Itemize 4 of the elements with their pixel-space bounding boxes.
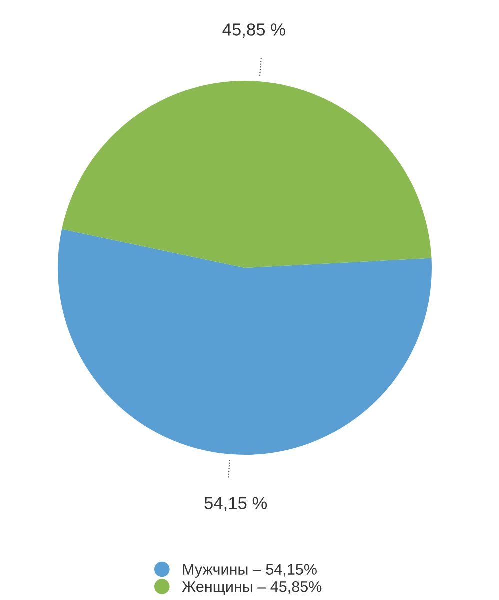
data-label: 54,15 % (204, 497, 268, 512)
data-label: 45,85 % (222, 24, 286, 38)
legend-label: Женщины – 45,85% (182, 581, 322, 596)
legend-label: Мужчины – 54,15% (183, 564, 317, 578)
